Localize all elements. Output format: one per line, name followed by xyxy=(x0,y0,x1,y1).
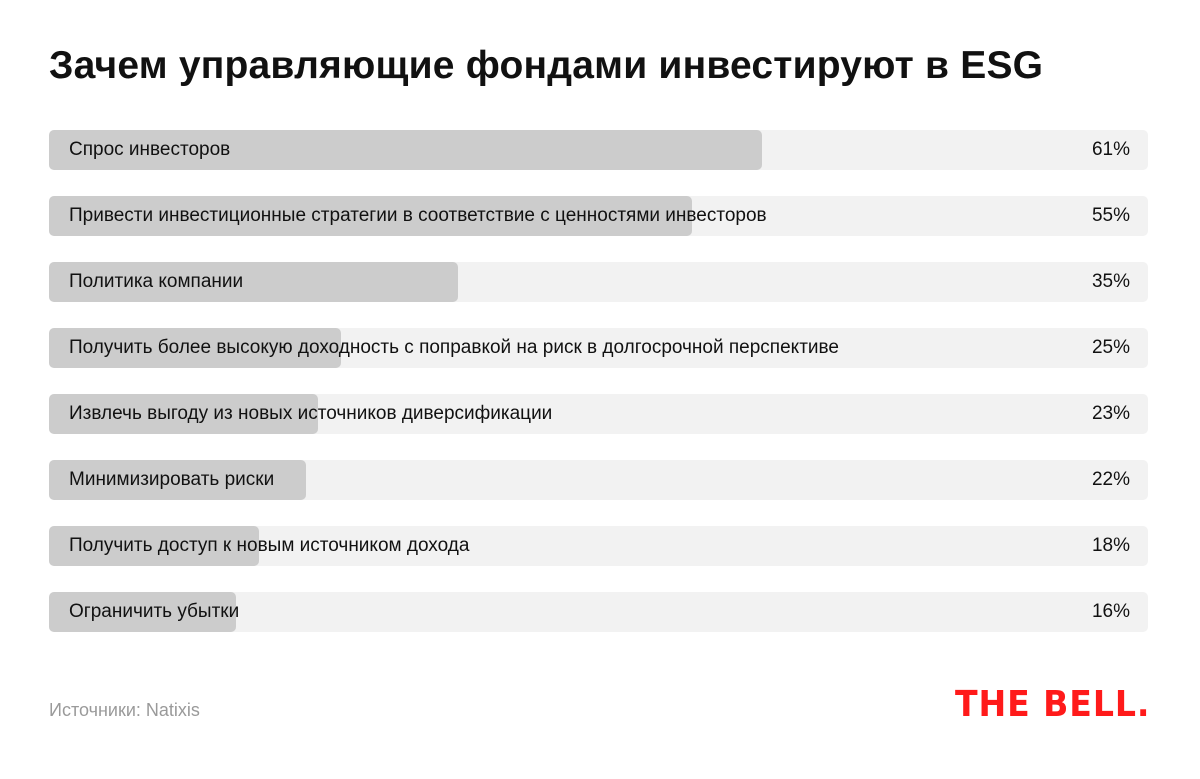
bar-label: Привести инвестиционные стратегии в соот… xyxy=(69,205,767,226)
bar-row: Спрос инвесторов 61% xyxy=(49,130,1148,170)
data-label: 23% xyxy=(1091,403,1130,424)
bar-label: Ограничить убытки xyxy=(69,601,240,622)
data-label: 55% xyxy=(1091,205,1130,226)
bar-row: Привести инвестиционные стратегии в соот… xyxy=(49,196,1148,236)
bar-label: Минимизировать риски xyxy=(69,469,275,490)
data-label: 16% xyxy=(1091,601,1130,622)
bar-label: Спрос инвесторов xyxy=(69,139,231,160)
bar-label: Политика компании xyxy=(69,271,244,292)
data-label: 22% xyxy=(1091,469,1130,490)
bar-row: Получить доступ к новым источником доход… xyxy=(49,526,1148,566)
data-label: 61% xyxy=(1091,139,1130,160)
bar xyxy=(49,460,307,500)
bar-label: Извлечь выгоду из новых источников дивер… xyxy=(69,403,553,424)
bar-label: Получить более высокую доходность с попр… xyxy=(69,337,839,358)
bar-row: Политика компании 35% xyxy=(49,262,1148,302)
source-note: Источники: Natixis xyxy=(49,700,200,720)
bar-list: Спрос инвесторов 61% Привести инвестиционн… xyxy=(49,130,1148,658)
chart-title: Зачем управляющие фондами инвестируют в … xyxy=(49,44,1044,87)
the-bell-logo: THE BELL. xyxy=(954,684,1150,725)
bar xyxy=(49,262,459,302)
bar xyxy=(49,592,237,632)
bar xyxy=(49,328,342,368)
bar-row: Ограничить убытки 16% xyxy=(49,592,1148,632)
bar xyxy=(49,394,318,434)
bar xyxy=(49,130,763,170)
data-label: 25% xyxy=(1091,337,1130,358)
bar-row: Получить более высокую доходность с попр… xyxy=(49,328,1148,368)
bar-row: Извлечь выгоду из новых источников дивер… xyxy=(49,394,1148,434)
bar xyxy=(49,526,260,566)
bar-row: Минимизировать риски 22% xyxy=(49,460,1148,500)
data-label: 18% xyxy=(1091,535,1130,556)
bar-label: Получить доступ к новым источником доход… xyxy=(69,535,470,556)
bar xyxy=(49,196,693,236)
data-label: 35% xyxy=(1091,271,1130,292)
